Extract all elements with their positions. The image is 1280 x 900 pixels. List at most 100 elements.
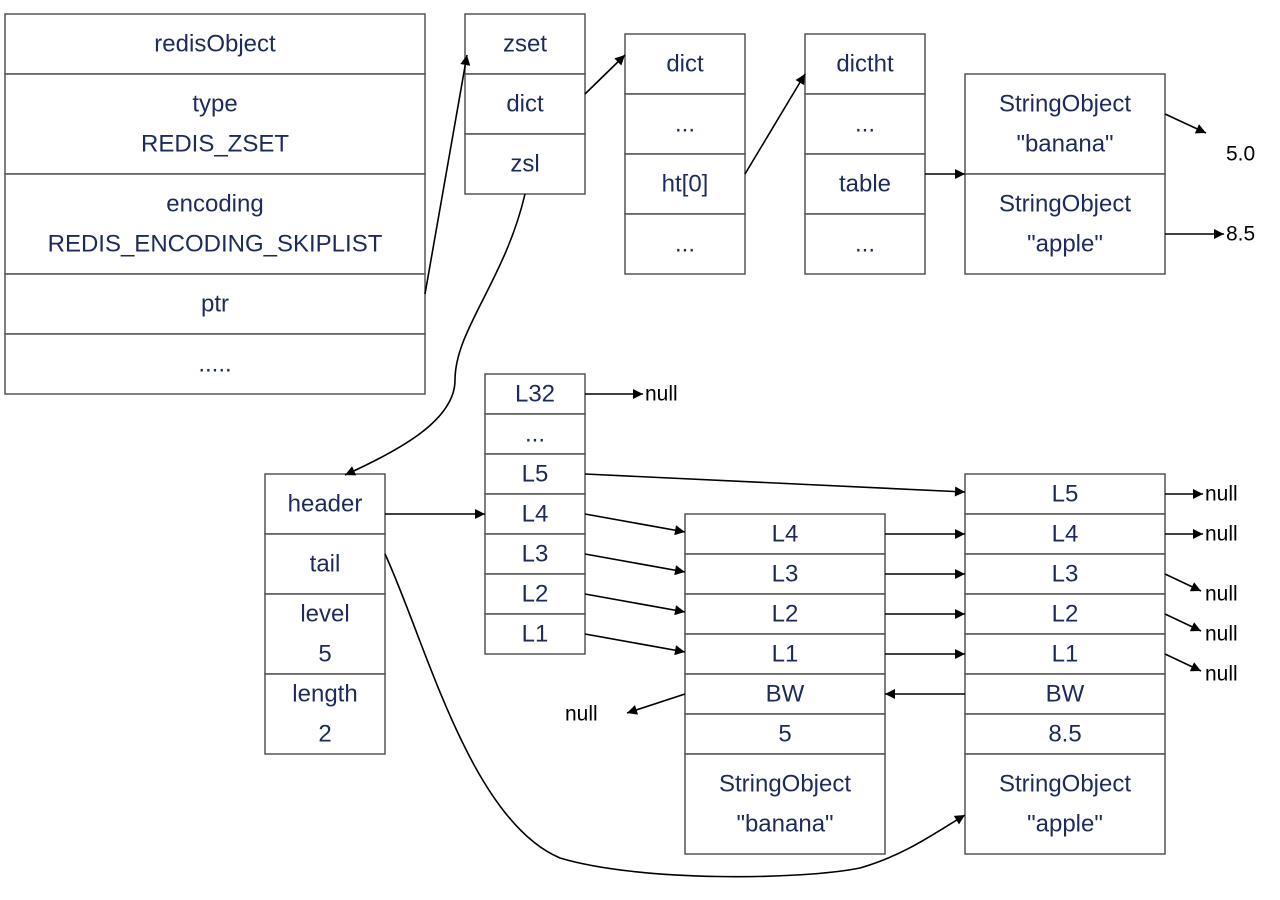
skiplist-level-label: level <box>300 601 349 628</box>
skiplist-level-cell <box>264 593 386 675</box>
apple-level-l5: L5 <box>1052 481 1079 508</box>
dict-struct: dict ... ht[0] ... <box>624 33 746 275</box>
redis-object-encoding-label: encoding <box>166 191 263 218</box>
zset-zsl: zsl <box>510 151 539 178</box>
header-level-cell-l5 <box>484 453 586 495</box>
skiplist-length-cell <box>264 673 386 755</box>
header-level-cell-l32 <box>484 373 586 415</box>
arrow-ptr-to-zset <box>424 54 471 295</box>
header-l32-null: null <box>645 383 678 406</box>
header-level-l5: L5 <box>522 461 549 488</box>
redis-object-ptr: ptr <box>201 291 229 318</box>
dictht-table: table <box>839 171 891 198</box>
arrow-header-l3-to-banana <box>584 553 686 576</box>
skiplist-node-apple: L5 L4 L3 L2 L1 BW 8.5 StringObject "appl… <box>964 473 1238 855</box>
apple-l5-null: null <box>1205 483 1238 506</box>
dict-entry-banana-score: 5.0 <box>1226 143 1255 166</box>
apple-level-l3: L3 <box>1052 561 1079 588</box>
dictht-struct: dictht ... table ... <box>804 33 926 275</box>
redis-object-struct: redisObject type REDIS_ZSET encoding RED… <box>4 13 426 395</box>
redis-object-type-label: type <box>192 91 237 118</box>
dict-ellipsis-2: ... <box>675 231 695 258</box>
redis-object-encoding-value: REDIS_ENCODING_SKIPLIST <box>48 231 383 258</box>
arrow-header-l5-to-apple <box>584 473 966 497</box>
dictht-ellipsis-1: ... <box>855 111 875 138</box>
dictht-ellipsis-cell-1 <box>804 93 926 155</box>
header-level-l1: L1 <box>522 621 549 648</box>
redis-object-type-cell <box>4 73 426 175</box>
dict-entry-apple-type: StringObject <box>999 191 1131 218</box>
dict-ellipsis-1: ... <box>675 111 695 138</box>
header-node: L32 ... L5 L4 L3 L2 L1 null <box>484 373 678 655</box>
apple-object-key: "apple" <box>1027 811 1103 838</box>
skiplist-tail: tail <box>310 551 341 578</box>
apple-level-l1: L1 <box>1052 641 1079 668</box>
header-level-ellipsis: ... <box>525 421 545 448</box>
zset-dict: dict <box>506 91 544 118</box>
zset-zsl-cell <box>464 133 586 195</box>
arrow-banana-bw-to-null <box>626 693 686 715</box>
apple-level-l4: L4 <box>1052 521 1079 548</box>
apple-l2-null: null <box>1205 623 1238 646</box>
redis-object-ptr-cell <box>4 273 426 335</box>
banana-score-cell <box>684 713 886 755</box>
redis-object-type-value: REDIS_ZSET <box>141 131 289 158</box>
header-level-cell-l3 <box>484 533 586 575</box>
dictht-title: dictht <box>836 51 894 78</box>
apple-level-cell-l1 <box>964 633 1166 675</box>
apple-level-l2: L2 <box>1052 601 1079 628</box>
skiplist-tail-cell <box>264 533 386 595</box>
dictht-title-cell <box>804 33 926 95</box>
header-level-cell-l1 <box>484 613 586 655</box>
banana-level-cell-l2 <box>684 593 886 635</box>
header-level-l4: L4 <box>522 501 549 528</box>
skiplist-node-banana: L4 L3 L2 L1 BW 5 StringObject "banana" n… <box>565 513 886 855</box>
arrow-header-l1-to-banana <box>584 633 686 656</box>
banana-backward: BW <box>766 681 805 708</box>
banana-object-key: "banana" <box>736 811 833 838</box>
banana-backward-null: null <box>565 703 598 726</box>
dictht-ellipsis-cell-2 <box>804 213 926 275</box>
apple-object-cell <box>964 753 1166 855</box>
dict-title: dict <box>666 51 704 78</box>
banana-score: 5 <box>778 721 791 748</box>
dict-entry-banana-cell <box>964 73 1166 175</box>
banana-level-cell-l1 <box>684 633 886 675</box>
banana-level-l4: L4 <box>772 521 799 548</box>
zset-title-cell <box>464 13 586 75</box>
skiplist-length-value: 2 <box>318 721 331 748</box>
dict-entry-apple-cell <box>964 173 1166 275</box>
arrow-dict-to-dict <box>584 54 626 95</box>
dict-ht0: ht[0] <box>662 171 709 198</box>
arrow-tail-to-apple <box>384 553 966 878</box>
apple-score: 8.5 <box>1048 721 1081 748</box>
arrow-ht0-to-dictht <box>744 73 806 175</box>
skiplist-level-value: 5 <box>318 641 331 668</box>
header-level-l3: L3 <box>522 541 549 568</box>
arrow-apple-l1-to-null <box>1164 653 1202 672</box>
dict-entries: StringObject "banana" StringObject "appl… <box>964 73 1255 275</box>
redis-object-title: redisObject <box>154 31 276 58</box>
arrow-header-l2-to-banana <box>584 593 686 616</box>
apple-object-type: StringObject <box>999 771 1131 798</box>
redis-object-title-cell <box>4 13 426 75</box>
dictht-ellipsis-2: ... <box>855 231 875 258</box>
skiplist-struct: header tail level 5 length 2 <box>264 473 386 755</box>
banana-level-l1: L1 <box>772 641 799 668</box>
arrow-zsl-to-skiplist <box>344 193 526 476</box>
banana-level-l2: L2 <box>772 601 799 628</box>
header-level-l32: L32 <box>515 381 555 408</box>
redis-object-more: ..... <box>198 351 231 378</box>
apple-backward: BW <box>1046 681 1085 708</box>
arrow-apple-l2-to-null <box>1164 613 1202 632</box>
banana-level-cell-l3 <box>684 553 886 595</box>
dict-ellipsis-cell-1 <box>624 93 746 155</box>
skiplist-header: header <box>288 491 363 518</box>
zset-struct: zset dict zsl <box>464 13 586 195</box>
header-level-l2: L2 <box>522 581 549 608</box>
header-level-cell-ellipsis <box>484 413 586 455</box>
apple-l4-null: null <box>1205 523 1238 546</box>
apple-l1-null: null <box>1205 663 1238 686</box>
dict-entry-apple-key: "apple" <box>1027 231 1103 258</box>
